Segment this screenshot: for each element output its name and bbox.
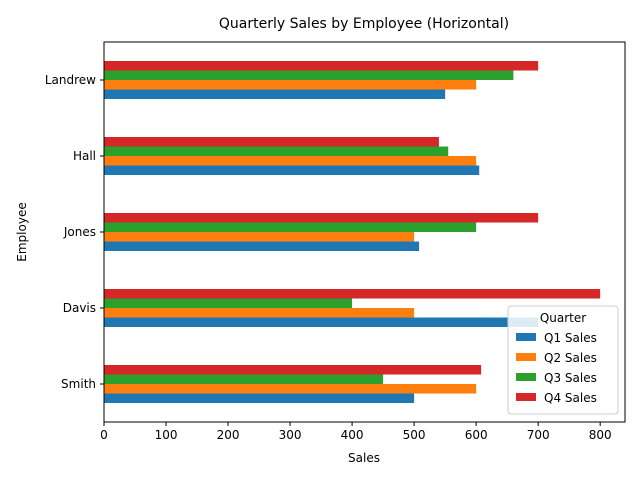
x-tick-label: 0 xyxy=(100,428,108,442)
legend-label-q4: Q4 Sales xyxy=(544,391,597,405)
x-tick-label: 500 xyxy=(403,428,426,442)
legend-label-q1: Q1 Sales xyxy=(544,331,597,345)
legend-label-q2: Q2 Sales xyxy=(544,351,597,365)
x-axis: 0 100 200 300 400 500 600 700 800 xyxy=(100,422,612,442)
legend-title: Quarter xyxy=(540,311,586,325)
legend-swatch-q3 xyxy=(516,373,536,381)
x-tick-label: 700 xyxy=(527,428,550,442)
y-axis: Smith Davis Jones Hall Landrew xyxy=(45,73,104,391)
bar-landrew-q3 xyxy=(104,70,514,80)
y-tick-label-landrew: Landrew xyxy=(45,73,96,87)
bar-davis-q2 xyxy=(104,308,415,318)
bar-hall-q3 xyxy=(104,146,449,156)
x-tick-label: 300 xyxy=(279,428,302,442)
x-tick-label: 400 xyxy=(341,428,364,442)
legend-swatch-q4 xyxy=(516,393,536,401)
bar-davis-q1 xyxy=(104,317,539,327)
bar-smith-q3 xyxy=(104,374,384,384)
bar-davis-q4 xyxy=(104,289,601,299)
bar-jones-q2 xyxy=(104,232,415,242)
bar-jones-q3 xyxy=(104,222,477,232)
x-tick-label: 800 xyxy=(589,428,612,442)
y-axis-label: Employee xyxy=(15,202,29,261)
bar-smith-q4 xyxy=(104,365,482,375)
bar-jones-q1 xyxy=(104,241,420,251)
bar-landrew-q1 xyxy=(104,89,446,99)
bars-layer xyxy=(104,61,601,403)
y-tick-label-hall: Hall xyxy=(73,149,96,163)
bar-hall-q2 xyxy=(104,156,477,166)
bar-smith-q2 xyxy=(104,384,477,394)
legend-label-q3: Q3 Sales xyxy=(544,371,597,385)
legend-swatch-q1 xyxy=(516,333,536,341)
legend-swatch-q2 xyxy=(516,353,536,361)
chart-title: Quarterly Sales by Employee (Horizontal) xyxy=(219,16,509,32)
y-tick-label-smith: Smith xyxy=(61,377,96,391)
legend: Quarter Q1 Sales Q2 Sales Q3 Sales Q4 Sales xyxy=(507,305,619,415)
bar-smith-q1 xyxy=(104,393,415,403)
x-tick-label: 100 xyxy=(155,428,178,442)
bar-davis-q3 xyxy=(104,298,353,308)
y-tick-label-davis: Davis xyxy=(63,301,96,315)
x-axis-label: Sales xyxy=(348,451,380,465)
bar-hall-q1 xyxy=(104,165,480,175)
bar-hall-q4 xyxy=(104,137,439,147)
bar-jones-q4 xyxy=(104,213,539,223)
x-tick-label: 600 xyxy=(465,428,488,442)
y-tick-label-jones: Jones xyxy=(63,225,96,239)
bar-landrew-q2 xyxy=(104,80,477,90)
x-tick-label: 200 xyxy=(217,428,240,442)
bar-landrew-q4 xyxy=(104,61,539,71)
